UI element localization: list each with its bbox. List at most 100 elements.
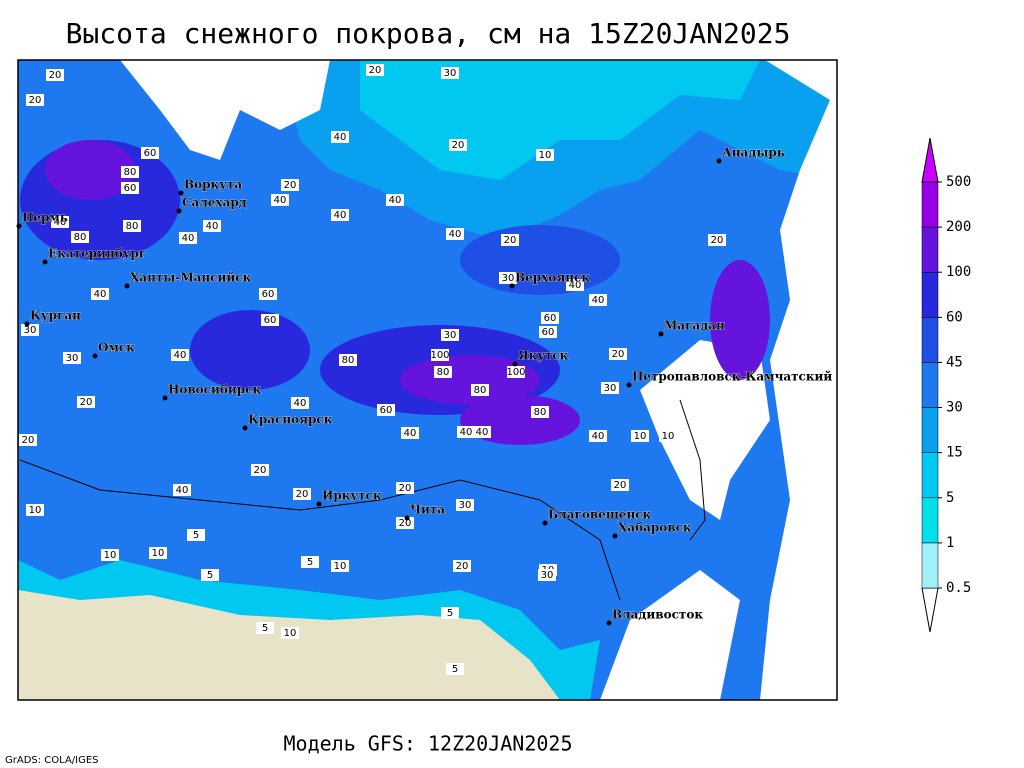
contour-label-box [301, 556, 319, 568]
contour-label: 60 [544, 313, 557, 324]
contour-label-box [531, 406, 549, 418]
contour-label-box [566, 279, 584, 291]
contour-label: 20 [399, 483, 412, 494]
city-label: Салехард [182, 196, 247, 210]
contour-label-box [101, 549, 119, 561]
contour-label-box [541, 312, 559, 324]
contour-label-box [19, 434, 37, 446]
contour-label: 20 [399, 518, 412, 529]
city-label: Красноярск [248, 413, 333, 427]
contour-label-box [26, 94, 44, 106]
contour-label: 20 [614, 480, 627, 491]
contour-label-box [396, 482, 414, 494]
contour-label-box [141, 147, 159, 159]
contour-label: 30 [459, 500, 472, 511]
contour-label-box [256, 622, 274, 634]
contour-label: 40 [274, 195, 287, 206]
contour-label-box [589, 430, 607, 442]
contour-label-box [251, 464, 269, 476]
contour-label-box [507, 366, 525, 378]
contour-label-box [121, 182, 139, 194]
contour-label: 40 [592, 431, 605, 442]
city-dot [716, 158, 722, 164]
city-label: Чита [410, 503, 445, 517]
contour-label: 20 [80, 397, 93, 408]
city-dot [92, 353, 98, 359]
city-label: Екатеринбург [48, 247, 146, 261]
contour-label-box [26, 504, 44, 516]
colorbar-box [921, 271, 939, 318]
contour-label: 40 [54, 217, 67, 228]
city-label: Иркутск [322, 489, 382, 503]
contour-label: 5 [452, 664, 458, 675]
contour-label: 10 [104, 550, 117, 561]
contour-label: 60 [144, 148, 157, 159]
contour-label-box [386, 194, 404, 206]
contour-label: 40 [334, 210, 347, 221]
contour-label-box [377, 404, 395, 416]
contour-label: 20 [504, 235, 517, 246]
contour-label-box [538, 569, 556, 581]
contour-label-box [149, 547, 167, 559]
contour-label-box [539, 326, 557, 338]
city-label: Хабаровск [618, 521, 692, 535]
colorbar-label: 45 [946, 354, 963, 370]
city-dot [612, 533, 618, 539]
contour-label-box [589, 294, 607, 306]
contour-label-box [456, 499, 474, 511]
contour-label: 60 [264, 315, 277, 326]
contour-label: 60 [262, 289, 275, 300]
contour-label-box [441, 607, 459, 619]
contour-label: 10 [662, 431, 675, 442]
city-dot [42, 259, 48, 265]
contour-label-box [601, 382, 619, 394]
contour-label: 5 [447, 608, 453, 619]
city-dot [404, 515, 410, 521]
colorbar-label: 500 [946, 174, 971, 190]
contour-label: 10 [29, 505, 42, 516]
contour-label-box [401, 427, 419, 439]
contour-label-box [441, 329, 459, 341]
contour-label: 5 [307, 557, 313, 568]
contour-label: 40 [404, 428, 417, 439]
contour-label-box [46, 69, 64, 81]
contour-label-box [434, 366, 452, 378]
contour-label: 40 [174, 350, 187, 361]
contour-label: 20 [369, 65, 382, 76]
contour-label: 10 [539, 150, 552, 161]
contour-label: 60 [542, 327, 555, 338]
contour-label: 40 [182, 233, 195, 244]
contour-label-box [271, 194, 289, 206]
contour-label: 100 [506, 367, 525, 378]
contour-label-box [659, 430, 677, 442]
contour-label-box [121, 166, 139, 178]
city-label: Новосибирск [168, 383, 261, 397]
colorbar-box [921, 452, 939, 499]
colorbar-label: 5 [946, 490, 954, 506]
contour-label-box [631, 430, 649, 442]
contour-label-box [339, 354, 357, 366]
contour-label: 30 [502, 273, 515, 284]
city-dot [512, 361, 518, 367]
contour-label: 40 [449, 229, 462, 240]
colorbar-box [921, 181, 939, 228]
contour-label-box [446, 228, 464, 240]
contour-label-box [203, 220, 221, 232]
contour-label-box [501, 234, 519, 246]
colorbar-box [921, 226, 939, 273]
contour-label-box [473, 426, 491, 438]
colorbar-label: 15 [946, 445, 963, 461]
contour-label: 40 [206, 221, 219, 232]
colorbar-label: 60 [946, 309, 963, 325]
contour-label: 20 [296, 489, 309, 500]
contour-label-box [291, 397, 309, 409]
contour-label-box [609, 348, 627, 360]
contour-label: 80 [342, 355, 355, 366]
contour-label: 100 [430, 350, 449, 361]
contour-label-box [63, 352, 81, 364]
contour-label-box [453, 560, 471, 572]
city-label: Петропавловск-Камчатский [632, 370, 832, 384]
contour-label-box [281, 627, 299, 639]
